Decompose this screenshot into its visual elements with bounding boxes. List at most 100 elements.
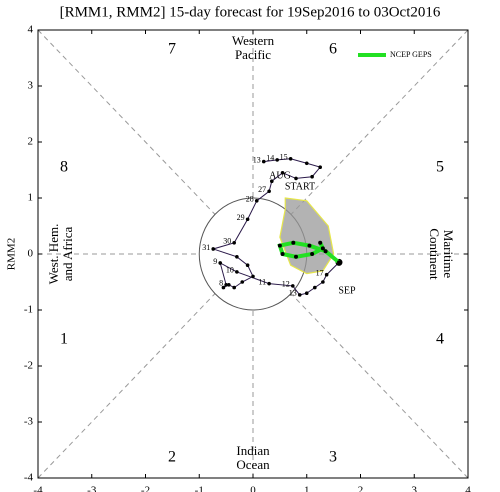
day-label: 14 xyxy=(266,154,274,163)
track-point xyxy=(240,280,245,284)
y-tick-label: -4 xyxy=(24,472,34,484)
forecast-point xyxy=(307,243,312,248)
phase-number: 1 xyxy=(60,331,68,348)
forecast-point xyxy=(291,240,296,245)
region-label: West. Hem. xyxy=(46,224,61,285)
y-tick-label: 2 xyxy=(28,136,34,148)
phase-number: 3 xyxy=(329,449,337,466)
day-label: 15 xyxy=(280,153,288,162)
track-point xyxy=(221,285,226,290)
track-point xyxy=(288,157,293,161)
phase-number: 7 xyxy=(168,41,176,58)
day-label: 8 xyxy=(219,279,223,288)
x-tick-label: 3 xyxy=(412,485,418,492)
day-label: 29 xyxy=(237,213,245,222)
region-label: Western xyxy=(232,33,275,48)
track-point xyxy=(321,280,325,284)
track-point xyxy=(318,165,322,169)
track-point xyxy=(245,263,250,268)
forecast-point xyxy=(310,252,315,256)
forecast-line xyxy=(277,240,341,264)
day-label: 28 xyxy=(246,195,254,204)
day-label: 13 xyxy=(289,289,297,298)
track-point xyxy=(235,254,239,259)
track-point xyxy=(232,285,236,290)
day-label: 31 xyxy=(202,243,210,252)
track-point xyxy=(211,247,216,251)
forecast-point xyxy=(277,243,282,248)
track-point xyxy=(297,293,302,297)
day-label: 10 xyxy=(226,266,234,275)
y-tick-label: -2 xyxy=(24,360,33,372)
day-label: 9 xyxy=(213,257,217,266)
forecast-point xyxy=(337,260,341,265)
forecast-spread xyxy=(279,197,335,275)
track-point xyxy=(304,161,309,166)
day-label: 11 xyxy=(258,278,266,287)
track-point xyxy=(254,199,259,203)
y-tick-label: 0 xyxy=(28,248,34,260)
track-point xyxy=(227,283,231,287)
annotation: SEP xyxy=(338,285,356,296)
day-label: 27 xyxy=(258,185,266,194)
x-tick-label: -2 xyxy=(141,485,150,492)
y-tick-label: 4 xyxy=(28,24,34,36)
forecast-point xyxy=(280,252,285,256)
phase-number: 4 xyxy=(436,331,444,348)
region-label: Indian xyxy=(236,443,270,458)
y-tick-label: 3 xyxy=(28,80,34,92)
region-label: Ocean xyxy=(236,457,270,472)
region-label: and Africa xyxy=(60,227,75,282)
x-tick-label: 2 xyxy=(358,485,364,492)
x-tick-label: -4 xyxy=(33,485,43,492)
track-point xyxy=(270,179,274,183)
forecast-point xyxy=(323,249,328,254)
track-point xyxy=(267,189,271,194)
track-point xyxy=(267,281,271,286)
track-point xyxy=(218,261,223,265)
day-label: 12 xyxy=(282,280,290,289)
phase-number: 6 xyxy=(329,41,337,58)
phase-line xyxy=(290,293,469,479)
region-label: Continent xyxy=(427,228,442,280)
track-point xyxy=(245,217,250,222)
track-point xyxy=(232,241,236,245)
track-point xyxy=(310,174,314,179)
x-tick-label: -1 xyxy=(195,485,204,492)
forecast-point xyxy=(318,240,323,245)
forecast-point xyxy=(320,246,325,251)
phase-line xyxy=(37,29,216,215)
track-point xyxy=(224,283,228,287)
phase-number: 8 xyxy=(60,159,68,176)
track-point xyxy=(235,270,239,274)
annotation: AUG xyxy=(269,170,291,181)
forecast-point xyxy=(294,254,298,259)
x-tick-label: 1 xyxy=(304,485,310,492)
region-label: Maritime xyxy=(441,230,456,279)
phase-line xyxy=(290,29,469,215)
phase-number: 2 xyxy=(168,449,176,466)
region-label: Pacific xyxy=(235,47,271,62)
day-label: 17 xyxy=(316,269,324,278)
y-axis-label: RMM2 xyxy=(6,238,18,270)
phase-line xyxy=(37,293,216,479)
track-point xyxy=(290,284,295,288)
x-tick-label: 4 xyxy=(465,485,471,492)
chart-title: [RMM1, RMM2] 15-day forecast for 19Sep20… xyxy=(60,4,441,20)
track-point xyxy=(280,171,285,175)
track-point xyxy=(294,176,298,181)
observed-track xyxy=(211,158,340,296)
y-tick-label: 1 xyxy=(28,192,34,204)
day-label: 13 xyxy=(253,155,261,164)
legend-label: NCEP GEPS xyxy=(390,50,432,59)
track-point xyxy=(251,274,255,279)
phase-number: 5 xyxy=(436,159,444,176)
track-point xyxy=(304,291,309,296)
track-point xyxy=(275,158,279,162)
track-point xyxy=(313,285,317,290)
x-tick-label: -3 xyxy=(87,485,97,492)
track-point xyxy=(261,159,266,164)
day-label: 30 xyxy=(223,237,231,246)
x-tick-label: 0 xyxy=(250,485,256,492)
